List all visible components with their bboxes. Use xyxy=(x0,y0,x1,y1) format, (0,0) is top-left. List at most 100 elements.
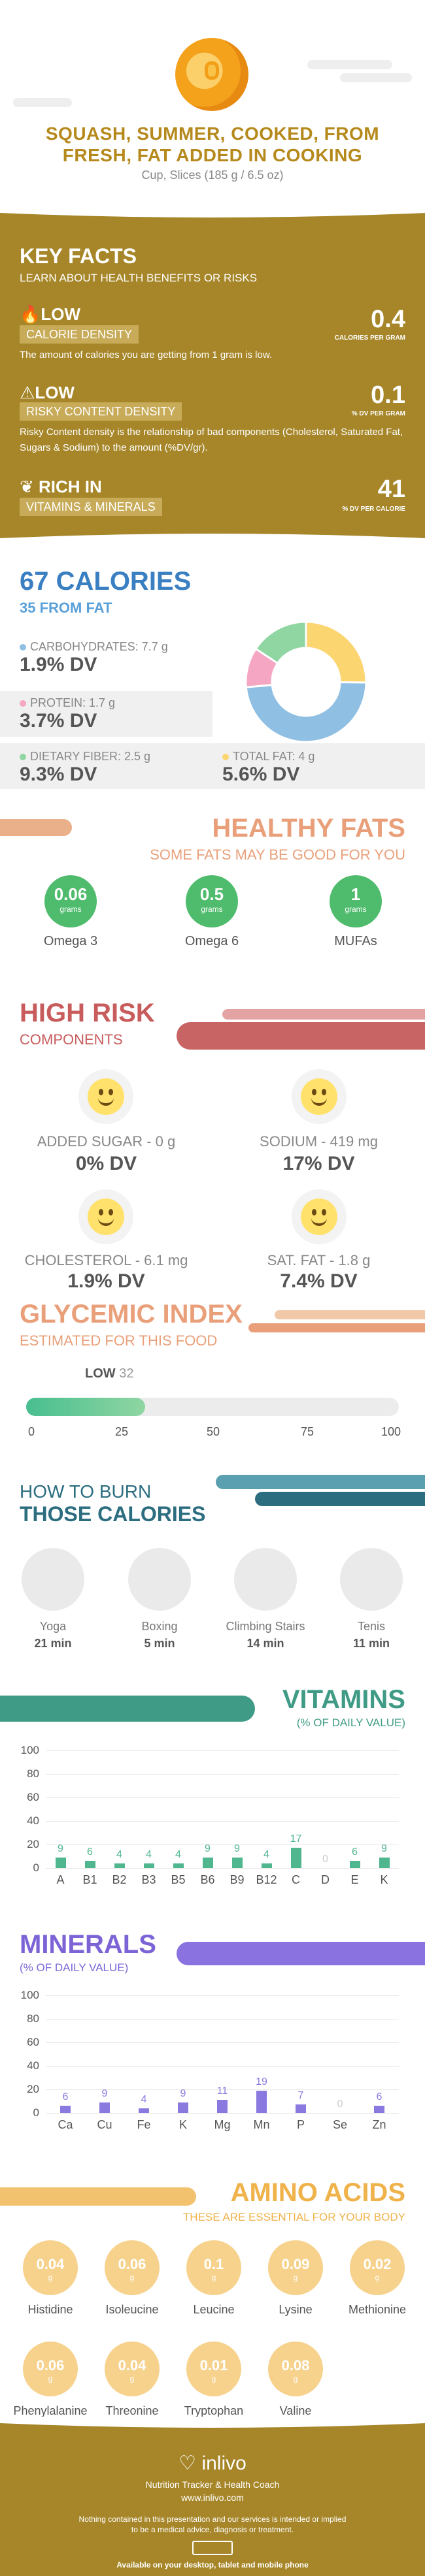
amino-unit: g xyxy=(48,2374,53,2383)
glycemic-tick: 50 xyxy=(206,1425,220,1438)
bar-value-label: 4 xyxy=(141,2093,147,2105)
protein-label: PROTEIN: 1.7 g xyxy=(20,696,196,710)
availability: Available on your desktop, tablet and mo… xyxy=(116,2560,309,2569)
high-risk-subtitle: COMPONENTS xyxy=(20,1031,123,1048)
axis-tick-label: 20 xyxy=(27,1838,39,1850)
inlivo-logo: ♡ inlivo xyxy=(0,2452,425,2475)
grid-line xyxy=(46,1797,399,1798)
amino-unit: g xyxy=(129,2273,135,2282)
smiley-mouth xyxy=(98,1098,114,1106)
brand-name: inlivo xyxy=(201,2453,246,2474)
amino-unit: g xyxy=(375,2273,380,2282)
carbs-label: CARBOHYDRATES: 7.7 g xyxy=(20,640,196,654)
header: SQUASH, SUMMER, COOKED, FROM FRESH, FAT … xyxy=(0,0,425,182)
axis-tick-label: 0 xyxy=(33,1861,39,1874)
warning-icon: ⚠ xyxy=(20,383,35,402)
band-decor xyxy=(0,743,425,789)
fat-item: TOTAL FAT: 4 g 5.6% DV xyxy=(203,750,399,786)
amino-value: 0.1 xyxy=(203,2256,224,2272)
smiley-icon xyxy=(88,1199,124,1235)
bar-value-label: 6 xyxy=(87,1846,93,1858)
key-facts-subtitle: LEARN ABOUT HEALTH BENEFITS OR RISKS xyxy=(20,272,258,284)
risky-content-level: ⚠LOW xyxy=(20,383,75,403)
stripe-decor xyxy=(0,1696,255,1722)
bar-value-label: 9 xyxy=(58,1843,63,1854)
footer: ♡ inlivo Nutrition Tracker & Health Coac… xyxy=(0,2417,425,2576)
level-text: RICH IN xyxy=(39,477,102,496)
squash-icon xyxy=(175,38,248,111)
minerals-chart: 100 80 60 40 20 0 6 Ca 9 Cu 4 Fe 9 K 11 Mg 19 Mn 7 P 0 Se 6 Zn xyxy=(0,1989,425,2146)
calorie-density-desc: The amount of calories you are getting f… xyxy=(20,349,273,361)
amino-value: 0.09 xyxy=(281,2256,310,2272)
bar-value-label: 7 xyxy=(298,2090,304,2102)
title-line: FRESH, FAT ADDED IN COOKING xyxy=(62,145,363,165)
carbs-label-text: CARBOHYDRATES: 7.7 g xyxy=(30,640,168,653)
amino-value: 0.01 xyxy=(199,2357,228,2374)
fiber-label-text: DIETARY FIBER: 2.5 g xyxy=(30,750,151,763)
bar-value-label: 19 xyxy=(256,2076,267,2087)
fat-dv: 5.6% DV xyxy=(222,764,300,785)
protein-item: PROTEIN: 1.7 g 3.7% DV xyxy=(0,696,196,732)
vitamins-value: 41 xyxy=(377,475,405,503)
wave-decor xyxy=(0,2417,425,2428)
glycemic-tick: 0 xyxy=(27,1425,35,1438)
amino-value: 0.04 xyxy=(36,2256,65,2272)
grid-line xyxy=(46,2042,399,2043)
bar-value-label: 6 xyxy=(62,2091,69,2103)
amino-value: 0.08 xyxy=(281,2357,310,2374)
website-link[interactable]: www.inlivo.com xyxy=(181,2492,244,2503)
stairs-icon xyxy=(234,1548,297,1611)
leaf-icon: ❦ xyxy=(20,477,39,496)
smiley-mouth xyxy=(311,1098,327,1106)
vitamins-chart: 100 80 60 40 20 0 9 A 6 B1 4 B2 4 B3 4 B5 9 B6 9 B9 4 B12 17 C 0… xyxy=(0,1744,425,1901)
axis-tick-label: 100 xyxy=(20,1989,39,2001)
bar-category-label: E xyxy=(350,1873,359,1886)
bar xyxy=(261,1863,272,1868)
bar-value-label: 11 xyxy=(216,2085,228,2097)
vitamins-level: ❦ RICH IN xyxy=(20,477,102,497)
axis-tick-label: 80 xyxy=(27,2012,39,2025)
vitamins-label: VITAMINS & MINERALS xyxy=(20,498,162,516)
bar-value-label: 9 xyxy=(180,2087,186,2099)
tenis-minutes: 11 min xyxy=(352,1637,390,1650)
mufa-name: MUFAs xyxy=(334,934,377,948)
amino-unit: g xyxy=(129,2374,135,2383)
bar-category-label: Zn xyxy=(372,2118,386,2131)
bar-category-label: B9 xyxy=(230,1873,245,1886)
amino-circle: 0.1 g xyxy=(186,2240,241,2295)
amino-name: Histidine xyxy=(27,2303,73,2316)
glycemic-section: GLYCEMIC INDEX ESTIMATED FOR THIS FOOD L… xyxy=(0,1293,425,1450)
amino-value: 0.02 xyxy=(363,2256,392,2272)
high-risk-section: HIGH RISK COMPONENTS ADDED SUGAR - 0 g 0… xyxy=(0,983,425,1292)
bar-category-label: Fe xyxy=(137,2118,151,2131)
grid-line xyxy=(46,1868,399,1869)
amino-circle: 0.08 g xyxy=(268,2342,323,2396)
key-facts-title: KEY FACTS xyxy=(20,244,137,268)
glycemic-level: LOW xyxy=(85,1366,116,1381)
amino-circle: 0.06 g xyxy=(105,2240,160,2295)
fat-label: TOTAL FAT: 4 g xyxy=(222,750,399,764)
glycemic-tick: 75 xyxy=(300,1425,314,1438)
omega3-unit: grams xyxy=(60,905,82,914)
omega6-value: 0.5 xyxy=(199,884,224,904)
glycemic-tick: 25 xyxy=(114,1425,129,1438)
yoga-label: Yoga xyxy=(39,1620,67,1633)
grid-line xyxy=(46,1995,399,1996)
bar-category-label: Ca xyxy=(58,2118,73,2131)
amino-name: Isoleucine xyxy=(105,2303,159,2316)
tagline: Nutrition Tracker & Health Coach xyxy=(145,2479,280,2490)
bar xyxy=(202,1857,213,1868)
tenis-label: Tenis xyxy=(357,1620,386,1633)
amino-name: Tryptophan xyxy=(184,2404,244,2417)
mufa-circle: 1 grams xyxy=(330,875,382,927)
amino-value: 0.04 xyxy=(118,2357,146,2374)
sugar-dv: 0% DV xyxy=(75,1153,137,1174)
grid-line xyxy=(46,1821,399,1822)
omega6-unit: grams xyxy=(201,905,223,914)
band-decor xyxy=(0,691,212,737)
protein-dot xyxy=(20,700,26,707)
bar-category-label: D xyxy=(321,1873,330,1886)
amino-circle: 0.02 g xyxy=(350,2240,405,2295)
axis-tick-label: 20 xyxy=(27,2083,39,2095)
burn-title-2: THOSE CALORIES xyxy=(20,1502,206,1526)
